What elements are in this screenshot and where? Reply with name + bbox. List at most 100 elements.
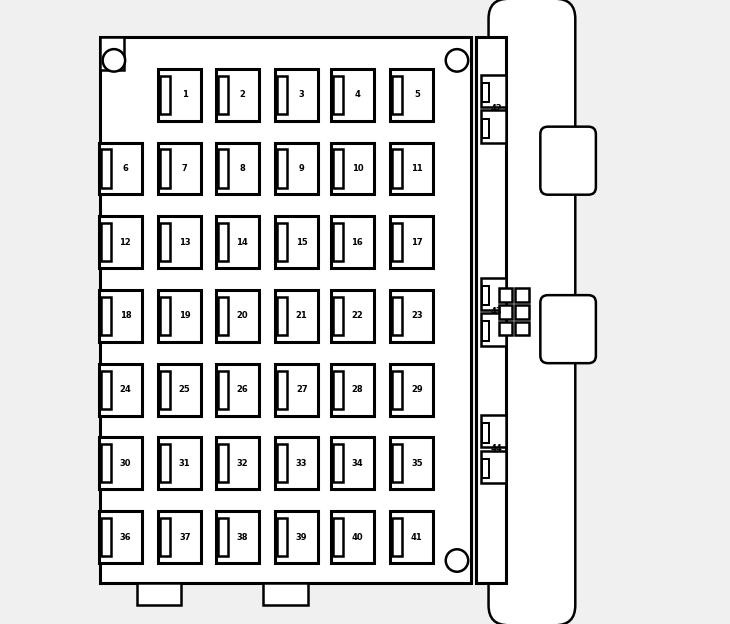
Bar xyxy=(160,223,170,261)
Bar xyxy=(391,437,433,489)
Bar xyxy=(218,444,228,482)
Bar xyxy=(277,149,288,188)
Text: 38: 38 xyxy=(237,532,248,542)
Bar xyxy=(216,142,258,195)
Bar xyxy=(158,437,201,489)
Bar xyxy=(160,518,170,556)
Bar xyxy=(275,217,318,268)
Bar xyxy=(99,437,142,489)
Bar xyxy=(333,371,343,409)
Bar xyxy=(483,83,489,102)
Bar xyxy=(100,37,471,583)
Bar xyxy=(158,511,201,563)
Bar xyxy=(216,290,258,342)
Bar xyxy=(277,297,288,335)
Bar xyxy=(216,217,258,268)
Bar xyxy=(277,444,288,482)
Bar xyxy=(391,69,433,120)
Text: 15: 15 xyxy=(296,238,307,246)
Bar xyxy=(275,290,318,342)
Text: 42: 42 xyxy=(490,104,502,114)
Text: 7: 7 xyxy=(182,164,188,173)
Bar xyxy=(277,223,288,261)
Bar xyxy=(331,290,374,342)
Bar xyxy=(101,518,111,556)
Bar xyxy=(391,290,433,342)
Bar xyxy=(333,444,343,482)
Bar xyxy=(99,142,142,195)
Text: 8: 8 xyxy=(239,164,245,173)
Text: 10: 10 xyxy=(352,164,364,173)
Text: 3: 3 xyxy=(299,90,304,99)
Text: 37: 37 xyxy=(179,532,191,542)
Bar xyxy=(333,76,343,114)
FancyBboxPatch shape xyxy=(488,0,575,624)
Bar xyxy=(158,69,201,120)
Bar xyxy=(333,223,343,261)
Bar xyxy=(160,297,170,335)
Bar xyxy=(160,371,170,409)
Bar xyxy=(392,149,402,188)
Text: 36: 36 xyxy=(120,532,131,542)
Bar xyxy=(391,511,433,563)
Text: 12: 12 xyxy=(120,238,131,246)
Text: 32: 32 xyxy=(237,459,248,468)
Bar xyxy=(331,437,374,489)
Bar xyxy=(483,321,489,341)
Bar xyxy=(392,297,402,335)
Bar xyxy=(216,437,258,489)
Bar xyxy=(275,69,318,120)
Bar xyxy=(218,149,228,188)
FancyBboxPatch shape xyxy=(540,295,596,363)
Text: 2: 2 xyxy=(239,90,245,99)
Text: 17: 17 xyxy=(411,238,423,246)
Text: 25: 25 xyxy=(179,385,191,394)
Text: 11: 11 xyxy=(411,164,423,173)
Bar xyxy=(515,305,529,318)
Text: 4: 4 xyxy=(355,90,361,99)
Text: 6: 6 xyxy=(123,164,128,173)
Text: 14: 14 xyxy=(237,238,248,246)
Bar xyxy=(275,511,318,563)
Bar xyxy=(160,76,170,114)
Bar xyxy=(483,119,489,138)
Text: 39: 39 xyxy=(296,532,307,542)
Text: 41: 41 xyxy=(411,532,423,542)
Bar xyxy=(275,437,318,489)
Bar xyxy=(99,290,142,342)
Bar xyxy=(331,511,374,563)
Text: 34: 34 xyxy=(352,459,364,468)
Bar xyxy=(277,76,288,114)
Bar xyxy=(101,371,111,409)
Bar xyxy=(158,364,201,416)
Text: 22: 22 xyxy=(352,311,364,320)
Text: 26: 26 xyxy=(237,385,248,394)
Text: 16: 16 xyxy=(352,238,364,246)
Bar xyxy=(216,364,258,416)
Bar xyxy=(392,518,402,556)
Text: 13: 13 xyxy=(179,238,191,246)
Text: 43: 43 xyxy=(491,307,502,316)
Bar xyxy=(391,364,433,416)
Bar xyxy=(333,149,343,188)
Bar xyxy=(99,364,142,416)
Text: 29: 29 xyxy=(411,385,423,394)
Bar xyxy=(277,371,288,409)
Bar xyxy=(483,286,489,305)
Bar xyxy=(101,223,111,261)
Bar xyxy=(391,217,433,268)
Text: 9: 9 xyxy=(299,164,304,173)
Bar xyxy=(481,278,506,310)
Bar xyxy=(158,142,201,195)
Bar xyxy=(216,511,258,563)
Bar xyxy=(100,37,124,71)
Bar xyxy=(331,69,374,120)
Bar xyxy=(218,297,228,335)
Bar xyxy=(392,223,402,261)
Bar xyxy=(218,518,228,556)
Text: 35: 35 xyxy=(411,459,423,468)
Text: 31: 31 xyxy=(179,459,191,468)
Bar xyxy=(499,322,512,336)
Bar xyxy=(160,149,170,188)
Bar xyxy=(216,69,258,120)
